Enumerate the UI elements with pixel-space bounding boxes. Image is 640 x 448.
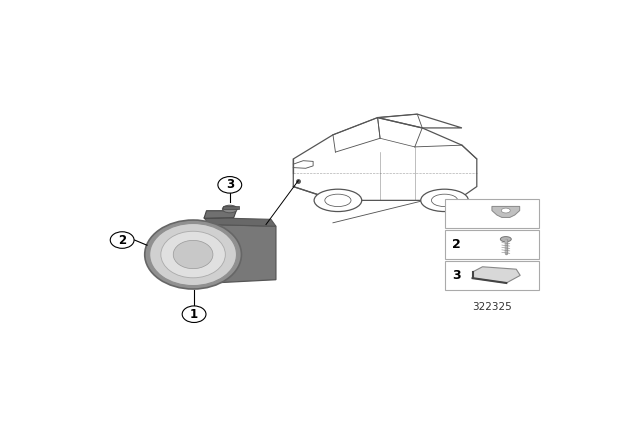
Ellipse shape [500, 237, 511, 242]
Ellipse shape [173, 241, 213, 269]
Ellipse shape [222, 205, 237, 213]
Text: 322325: 322325 [472, 302, 511, 312]
Ellipse shape [150, 224, 237, 285]
Polygon shape [492, 207, 520, 217]
FancyBboxPatch shape [445, 198, 539, 228]
Circle shape [182, 306, 206, 323]
Polygon shape [204, 218, 276, 226]
Ellipse shape [314, 189, 362, 211]
Text: 3: 3 [226, 178, 234, 191]
Ellipse shape [161, 231, 225, 278]
Text: 3: 3 [452, 269, 461, 282]
Circle shape [110, 232, 134, 248]
Polygon shape [204, 211, 236, 218]
Ellipse shape [420, 189, 468, 211]
Text: 2: 2 [452, 238, 461, 251]
FancyBboxPatch shape [445, 261, 539, 290]
Text: 1: 1 [190, 308, 198, 321]
Ellipse shape [145, 220, 241, 289]
Circle shape [218, 177, 242, 193]
Ellipse shape [501, 208, 510, 213]
FancyBboxPatch shape [445, 230, 539, 259]
Polygon shape [472, 267, 520, 283]
Polygon shape [223, 206, 239, 209]
Text: 2: 2 [118, 233, 126, 246]
Polygon shape [209, 224, 276, 283]
